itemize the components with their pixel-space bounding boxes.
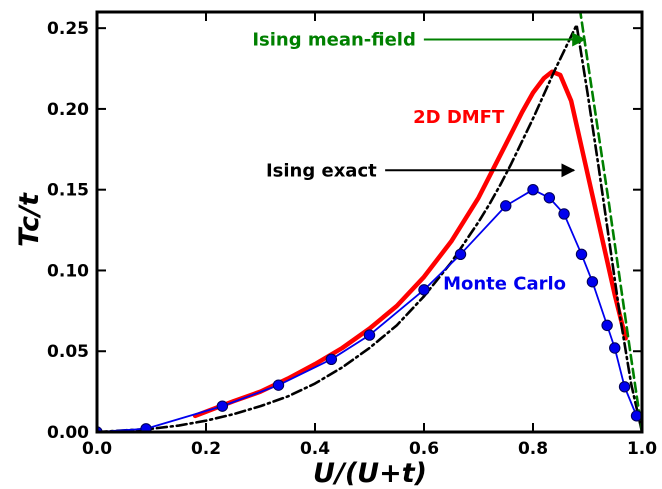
plot-area [97,12,642,432]
monte-carlo-point [618,381,631,393]
monte-carlo-point [454,248,467,261]
monte-carlo-point [586,276,599,288]
x-tick-label: 0.8 [518,439,548,459]
series-monte-carlo-line [97,188,638,432]
x-tick-label: 0.4 [300,439,330,459]
y-tick-label: 0.05 [47,342,89,362]
monte-carlo-point [630,410,642,422]
monte-carlo-point [325,353,338,366]
monte-carlo-point [609,342,621,354]
monte-carlo-point [601,319,613,332]
annotation-ising-mean-field: Ising mean-field [252,29,416,50]
y-tick-label: 0.00 [47,423,89,443]
monte-carlo-point [216,400,229,412]
monte-carlo-point [363,329,376,341]
monte-carlo-point [575,248,588,261]
monte-carlo-point [140,423,152,432]
monte-carlo-point [418,284,430,296]
series-ising-exact-line [97,23,642,432]
y-tick-label: 0.10 [47,261,89,281]
annotation-ising-exact: Ising exact [266,160,377,181]
y-tick-label: 0.20 [47,100,89,120]
y-axis-label: Tc/t [14,192,45,247]
annotation-2d-dmft: 2D DMFT [413,107,505,128]
x-tick-label: 0.6 [409,439,439,459]
monte-carlo-point [558,208,570,220]
x-axis-label: U/(U+t) [313,458,427,489]
axes: 0.0 0.2 0.4 0.6 0.8 1.0 0.00 0.05 0.10 0.15 0.20 0.… [47,10,657,459]
monte-carlo-point [543,192,556,204]
x-tick-label: 0.0 [82,439,112,459]
annotation-monte-carlo: Monte Carlo [443,273,566,294]
x-tick-label: 1.0 [627,439,657,459]
monte-carlo-point [527,183,539,196]
x-tick-label: 0.2 [191,439,221,459]
axes-frame [95,10,644,434]
series-2d-dmft-line [192,69,628,419]
y-tick-label: 0.15 [47,181,89,201]
monte-carlo-point [500,200,512,212]
y-tick-label: 0.25 [47,19,89,39]
monte-carlo-point [272,379,285,391]
series-ising-mean-field-line [579,12,642,432]
